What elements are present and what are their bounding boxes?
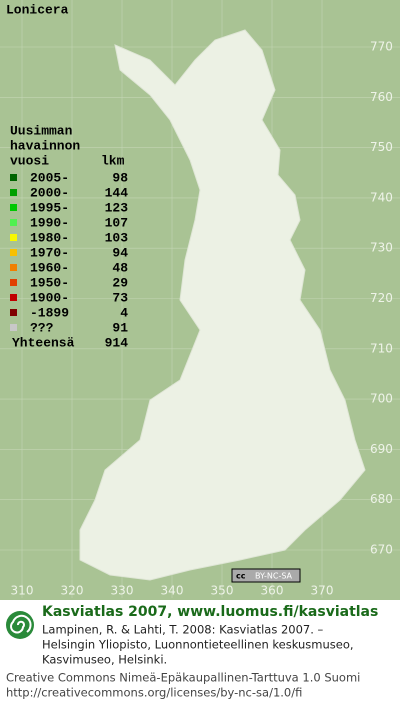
north-label: 700 [370,392,393,406]
legend-swatch [10,279,17,286]
badge-terms: BY-NC-SA [255,572,293,581]
north-label: 730 [370,241,393,255]
north-label: 710 [370,341,393,355]
east-label: 330 [111,584,134,598]
north-label: 770 [370,40,393,54]
license-line: http://creativecommons.org/licenses/by-n… [6,686,302,700]
legend-swatch [10,324,17,331]
legend-count: 48 [112,260,128,275]
citation-line: Kasvimuseo, Helsinki. [42,653,167,667]
north-label: 680 [370,492,393,506]
legend-count: 107 [105,215,128,230]
legend-swatch [10,249,17,256]
east-label: 360 [261,584,284,598]
legend-label: ??? [30,320,54,335]
legend-label: 1995- [30,200,69,215]
legend: Uusimman havainnon vuosi lkm 2005- 98 2000… [10,123,128,350]
legend-label: 2005- [30,170,69,185]
license-badge: cc BY-NC-SA [231,568,301,583]
east-label: 350 [211,584,234,598]
north-label: 750 [370,140,393,154]
north-label: 690 [370,442,393,456]
legend-swatch [10,234,17,241]
legend-count: 29 [112,275,128,290]
citation-line: Helsingin Yliopisto, Luonnontieteellinen… [42,638,354,652]
north-label: 760 [370,90,393,104]
legend-swatch [10,219,17,226]
legend-count: 94 [112,245,128,260]
legend-label: 2000- [30,185,69,200]
logo [6,611,34,639]
legend-count: 103 [105,230,129,245]
east-label: 340 [161,584,184,598]
legend-swatch [10,294,17,301]
legend-label: 1960- [30,260,69,275]
citation-line: Lampinen, R. & Lahti, T. 2008: Kasviatla… [42,623,324,637]
legend-label: 1980- [30,230,69,245]
legend-total: 914 [105,335,129,350]
north-label: 740 [370,190,393,204]
land-outline [79,29,366,581]
north-label: 720 [370,291,393,305]
legend-swatch [10,204,17,211]
legend-label: 1950- [30,275,69,290]
east-label: 370 [311,584,334,598]
east-label: 320 [61,584,84,598]
legend-total-label: Yhteensä [12,335,75,350]
legend-label: 1970- [30,245,69,260]
legend-swatch [10,174,17,181]
footer-heading: Kasviatlas 2007, www.luomus.fi/kasviatla… [42,604,378,620]
species-title: Lonicera [6,2,69,17]
legend-heading: havainnon [10,138,80,153]
license-line: Creative Commons Nimeä-Epäkaupallinen-Ta… [6,671,360,685]
east-label: 310 [11,584,34,598]
legend-count: 91 [112,320,128,335]
legend-swatch [10,189,17,196]
legend-label: -1899 [30,305,69,320]
legend-heading: Uusimman [10,123,73,138]
legend-swatch [10,264,17,271]
legend-swatch [10,309,17,316]
legend-count: 4 [120,305,128,320]
badge-cc: cc [236,572,246,581]
legend-count-heading: lkm [101,153,125,168]
north-label: 670 [370,543,393,557]
legend-count: 73 [112,290,128,305]
legend-count: 98 [112,170,128,185]
legend-count: 123 [105,200,129,215]
legend-label: 1900- [30,290,69,305]
legend-count: 144 [105,185,129,200]
legend-heading: vuosi [10,153,49,168]
legend-label: 1990- [30,215,69,230]
